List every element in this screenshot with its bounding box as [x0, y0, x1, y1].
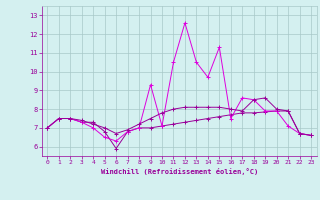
X-axis label: Windchill (Refroidissement éolien,°C): Windchill (Refroidissement éolien,°C) [100, 168, 258, 175]
